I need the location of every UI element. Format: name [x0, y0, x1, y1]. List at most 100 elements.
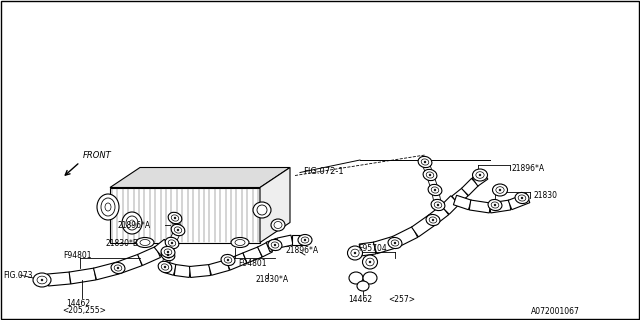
Ellipse shape [97, 194, 119, 220]
Ellipse shape [224, 257, 232, 263]
Polygon shape [189, 265, 211, 277]
Polygon shape [154, 239, 172, 257]
Ellipse shape [271, 219, 285, 231]
Polygon shape [47, 272, 70, 286]
Ellipse shape [227, 259, 229, 261]
Polygon shape [138, 246, 161, 266]
Polygon shape [164, 242, 175, 256]
Ellipse shape [426, 172, 434, 178]
Ellipse shape [33, 273, 51, 287]
Ellipse shape [161, 264, 169, 270]
Ellipse shape [388, 237, 402, 249]
Ellipse shape [394, 242, 396, 244]
Polygon shape [452, 188, 468, 204]
Polygon shape [428, 205, 449, 225]
Ellipse shape [423, 169, 437, 180]
Polygon shape [163, 262, 177, 275]
Ellipse shape [304, 239, 306, 241]
Ellipse shape [129, 220, 134, 226]
Polygon shape [277, 235, 293, 248]
Text: 21830: 21830 [533, 190, 557, 199]
Ellipse shape [424, 161, 426, 163]
Ellipse shape [114, 265, 122, 271]
Ellipse shape [117, 267, 119, 269]
Ellipse shape [429, 174, 431, 176]
Ellipse shape [515, 192, 529, 204]
Polygon shape [266, 238, 280, 252]
Ellipse shape [235, 239, 245, 245]
Ellipse shape [167, 251, 169, 253]
Ellipse shape [274, 244, 276, 246]
Ellipse shape [253, 202, 271, 218]
Ellipse shape [122, 212, 142, 234]
Ellipse shape [349, 272, 363, 284]
Ellipse shape [429, 217, 437, 223]
Ellipse shape [177, 229, 179, 231]
Ellipse shape [168, 212, 182, 224]
Ellipse shape [257, 205, 267, 215]
Ellipse shape [496, 187, 504, 193]
Ellipse shape [161, 246, 175, 258]
Ellipse shape [518, 195, 526, 201]
Ellipse shape [164, 252, 172, 258]
Ellipse shape [126, 216, 138, 230]
Ellipse shape [493, 184, 508, 196]
Ellipse shape [168, 240, 176, 246]
Ellipse shape [41, 279, 43, 281]
Ellipse shape [391, 240, 399, 246]
Ellipse shape [437, 204, 439, 206]
Ellipse shape [426, 214, 440, 226]
Ellipse shape [174, 217, 176, 219]
Ellipse shape [472, 169, 488, 181]
Polygon shape [260, 167, 290, 243]
Polygon shape [116, 254, 142, 274]
Ellipse shape [111, 262, 125, 274]
Ellipse shape [37, 276, 47, 284]
Ellipse shape [362, 255, 378, 269]
Ellipse shape [351, 249, 359, 257]
Polygon shape [257, 242, 273, 257]
Polygon shape [441, 196, 460, 214]
Ellipse shape [428, 184, 442, 196]
Ellipse shape [231, 237, 249, 247]
Polygon shape [174, 265, 191, 277]
Polygon shape [69, 268, 96, 284]
Polygon shape [172, 217, 181, 231]
Ellipse shape [172, 215, 179, 221]
Text: <257>: <257> [388, 295, 415, 305]
Ellipse shape [164, 249, 172, 255]
Ellipse shape [158, 261, 172, 273]
Polygon shape [110, 167, 290, 188]
Ellipse shape [301, 237, 309, 243]
Ellipse shape [136, 237, 154, 247]
Ellipse shape [499, 189, 501, 191]
Ellipse shape [366, 258, 374, 266]
Polygon shape [489, 200, 511, 213]
Ellipse shape [434, 202, 442, 208]
Polygon shape [412, 215, 435, 237]
Polygon shape [392, 227, 418, 247]
Polygon shape [472, 171, 488, 186]
Text: 14462: 14462 [348, 295, 372, 305]
Ellipse shape [488, 199, 502, 211]
Polygon shape [427, 174, 438, 191]
Polygon shape [162, 254, 172, 268]
Text: 21896*A: 21896*A [285, 245, 318, 254]
Polygon shape [469, 200, 491, 213]
Ellipse shape [174, 227, 182, 233]
Ellipse shape [167, 254, 169, 256]
Ellipse shape [101, 198, 115, 216]
Ellipse shape [418, 156, 432, 168]
Polygon shape [508, 193, 530, 210]
Text: 14462: 14462 [66, 299, 90, 308]
Text: 21896*A: 21896*A [512, 164, 545, 172]
Polygon shape [110, 188, 260, 243]
Ellipse shape [357, 281, 369, 291]
Text: FRONT: FRONT [83, 150, 112, 159]
Text: A072001067: A072001067 [531, 308, 580, 316]
Text: F94801: F94801 [63, 251, 92, 260]
Ellipse shape [140, 239, 150, 245]
Ellipse shape [431, 199, 445, 211]
Polygon shape [350, 274, 376, 294]
Ellipse shape [298, 235, 312, 245]
